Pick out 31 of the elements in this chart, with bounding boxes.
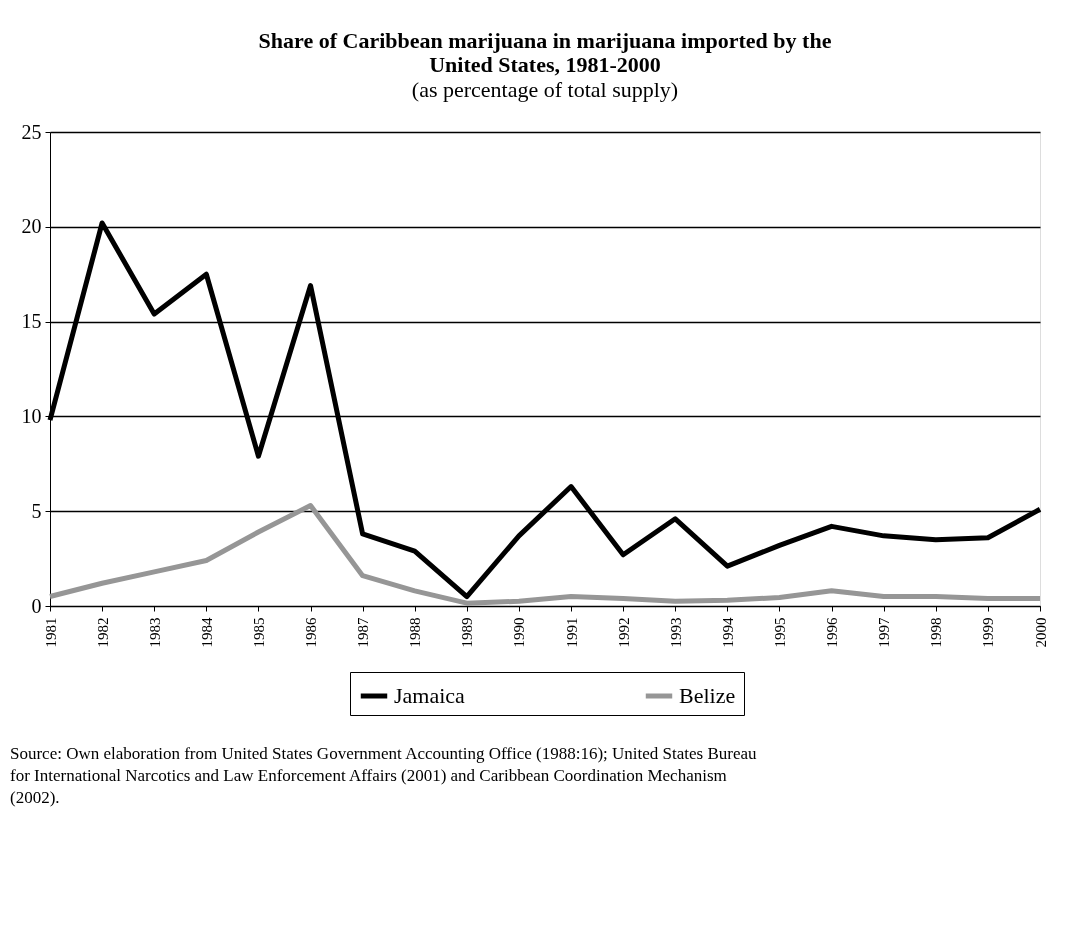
- x-tick-label: 1990: [511, 617, 528, 648]
- x-tick-label: 1988: [407, 617, 424, 648]
- x-tick-label: 1985: [250, 617, 267, 648]
- x-tick-label: 1998: [928, 617, 945, 648]
- x-tick-label: 1993: [667, 617, 684, 648]
- x-tick-label: 1983: [146, 617, 163, 648]
- chart-subtitle: (as percentage of total supply): [411, 77, 679, 102]
- legend-label: Belize: [679, 683, 736, 708]
- x-tick-label: 1984: [198, 617, 215, 648]
- x-tick-label: 1997: [876, 617, 893, 648]
- x-tick-label: 1986: [303, 617, 320, 648]
- x-tick-label: 1995: [771, 617, 788, 648]
- y-tick-label: 5: [31, 499, 42, 522]
- chart-title: Share of Caribbean marijuana in marijuana imported by the United States, 1981-2000: [258, 28, 832, 77]
- x-tick-label: 1987: [355, 617, 372, 648]
- y-tick-label: 10: [21, 404, 42, 427]
- x-tick-label: 2000: [1032, 617, 1049, 648]
- y-tick-label: 15: [21, 310, 42, 333]
- y-tick-label: 25: [21, 120, 42, 143]
- y-tick-label: 0: [31, 594, 42, 617]
- x-tick-label: 1982: [94, 617, 111, 648]
- source-note: Source: Own elaboration from United States Government Accounting Office (1988:16); United States Bureau for International Narcotics and Law Enforcement Affairs (2001) and Caribbean Coordination Mechanism (2002).: [10, 744, 758, 807]
- y-tick-label: 20: [21, 215, 42, 238]
- legend-label: Jamaica: [394, 683, 466, 708]
- x-tick-label: 1996: [824, 617, 841, 648]
- x-tick-label: 1981: [42, 617, 59, 648]
- x-tick-label: 1999: [980, 617, 997, 648]
- x-tick-label: 1991: [563, 617, 580, 648]
- x-tick-label: 1992: [615, 617, 632, 648]
- x-tick-label: 1994: [719, 617, 736, 648]
- x-tick-label: 1989: [459, 617, 476, 648]
